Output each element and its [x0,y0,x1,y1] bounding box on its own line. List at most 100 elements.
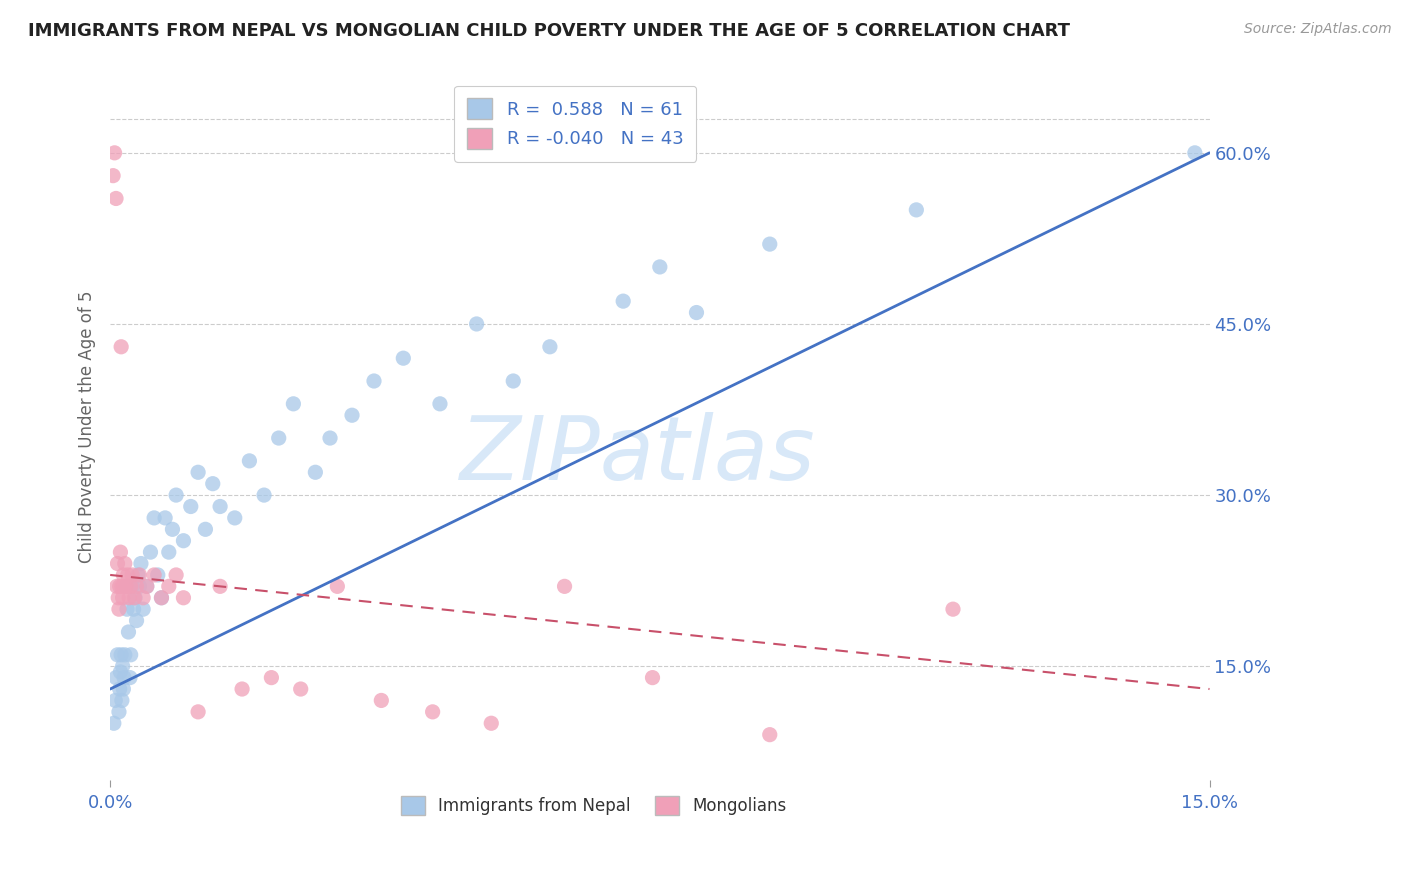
Point [304,465,326,479]
Point [135,579,157,593]
Point [104,693,127,707]
Point [165,568,187,582]
Point [120,648,142,662]
Point [165,488,187,502]
Point [124,591,146,605]
Point [143,568,166,582]
Point [157,579,180,593]
Point [120,579,142,593]
Point [127,568,149,582]
Point [502,374,524,388]
Point [758,728,780,742]
Point [101,169,124,183]
Point [135,579,157,593]
Point [124,591,146,605]
Point [685,305,707,319]
Point [117,625,139,640]
Point [143,511,166,525]
Point [253,488,276,502]
Point [231,681,253,696]
Y-axis label: Child Poverty Under the Age of 5: Child Poverty Under the Age of 5 [79,291,96,563]
Point [114,557,136,571]
Point [115,602,138,616]
Point [112,671,135,685]
Point [238,454,260,468]
Point [150,591,173,605]
Point [187,465,209,479]
Point [209,579,232,593]
Point [112,681,135,696]
Point [172,591,194,605]
Point [648,260,671,274]
Point [554,579,576,593]
Point [201,476,224,491]
Point [612,294,634,309]
Point [224,511,246,525]
Point [110,340,132,354]
Point [465,317,488,331]
Point [125,614,148,628]
Point [128,568,150,582]
Point [267,431,290,445]
Legend: Immigrants from Nepal, Mongolians: Immigrants from Nepal, Mongolians [391,786,796,825]
Point [112,568,135,582]
Text: Source: ZipAtlas.com: Source: ZipAtlas.com [1244,22,1392,37]
Point [103,716,125,731]
Point [111,579,134,593]
Point [260,671,283,685]
Point [538,340,561,354]
Point [146,568,169,582]
Point [905,202,928,217]
Point [758,237,780,252]
Point [194,522,217,536]
Point [111,659,134,673]
Point [942,602,965,616]
Point [326,579,349,593]
Point [122,602,145,616]
Point [370,693,392,707]
Point [429,397,451,411]
Point [290,681,312,696]
Point [118,591,141,605]
Point [108,681,131,696]
Point [641,671,664,685]
Point [150,591,173,605]
Point [107,648,129,662]
Point [125,579,148,593]
Point [187,705,209,719]
Point [479,716,502,731]
Point [209,500,232,514]
Point [283,397,305,411]
Point [319,431,342,445]
Point [115,579,138,593]
Point [112,579,135,593]
Point [117,568,139,582]
Text: IMMIGRANTS FROM NEPAL VS MONGOLIAN CHILD POVERTY UNDER THE AGE OF 5 CORRELATION : IMMIGRANTS FROM NEPAL VS MONGOLIAN CHILD… [28,22,1070,40]
Point [105,192,128,206]
Point [107,591,129,605]
Point [121,579,143,593]
Point [107,557,129,571]
Point [162,522,184,536]
Point [115,579,138,593]
Point [153,511,176,525]
Point [105,671,128,685]
Point [118,671,141,685]
Point [363,374,385,388]
Point [1184,145,1206,160]
Text: ZIPatlas: ZIPatlas [460,412,815,498]
Point [139,545,162,559]
Point [129,557,152,571]
Point [128,579,150,593]
Point [121,568,143,582]
Point [111,693,134,707]
Point [180,500,202,514]
Point [110,665,132,679]
Point [108,602,131,616]
Point [110,648,132,662]
Point [157,545,180,559]
Point [340,409,363,423]
Point [172,533,194,548]
Point [110,545,132,559]
Point [114,648,136,662]
